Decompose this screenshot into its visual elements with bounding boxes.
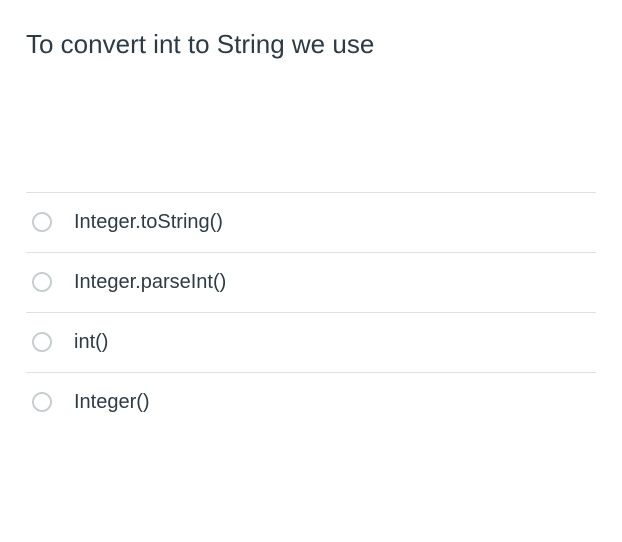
radio-icon[interactable] — [32, 272, 52, 292]
option-label: Integer() — [74, 391, 150, 414]
option-row[interactable]: int() — [26, 312, 596, 372]
radio-icon[interactable] — [32, 212, 52, 232]
quiz-container: To convert int to String we use Integer.… — [0, 0, 622, 432]
radio-icon[interactable] — [32, 332, 52, 352]
radio-icon[interactable] — [32, 392, 52, 412]
option-row[interactable]: Integer() — [26, 372, 596, 432]
option-row[interactable]: Integer.parseInt() — [26, 252, 596, 312]
option-label: int() — [74, 331, 108, 354]
option-label: Integer.toString() — [74, 211, 223, 234]
options-list: Integer.toString() Integer.parseInt() in… — [26, 192, 596, 432]
option-row[interactable]: Integer.toString() — [26, 192, 596, 252]
option-label: Integer.parseInt() — [74, 271, 226, 294]
question-text: To convert int to String we use — [26, 28, 596, 62]
